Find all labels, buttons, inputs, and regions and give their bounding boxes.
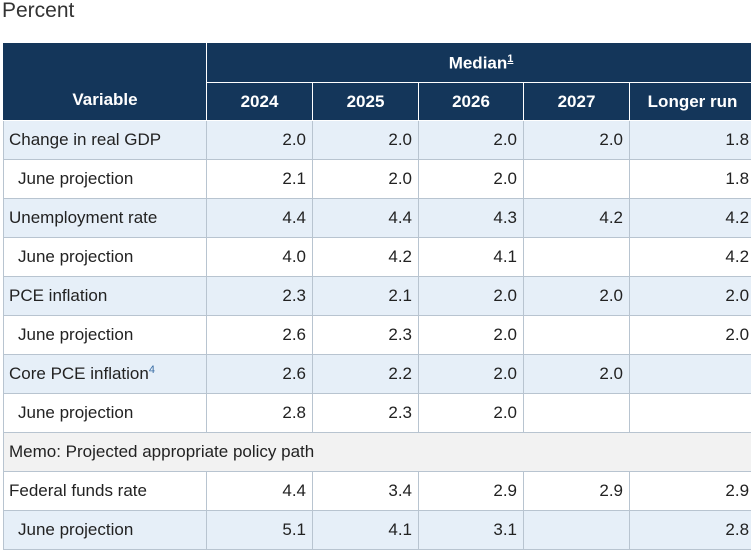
table-cell: [628, 393, 751, 433]
table-cell: 4.4: [206, 198, 313, 238]
table-row: Core PCE inflation4 2.6 2.2 2.0 2.0: [3, 354, 751, 394]
year-header: 2025: [312, 82, 419, 121]
table-cell: 3.4: [312, 471, 419, 511]
memo-label: Memo: Projected appropriate policy path: [2, 432, 751, 472]
table-cell: 4.2: [312, 237, 419, 277]
table-cell: 4.0: [206, 237, 313, 277]
row-label: June projection: [3, 393, 207, 433]
variable-header: Variable: [3, 43, 207, 121]
row-label-text: Core PCE inflation: [9, 364, 149, 383]
median-header: Median1: [205, 43, 751, 83]
table-cell: 2.1: [312, 276, 419, 316]
table-cell: 5.1: [206, 510, 313, 550]
median-footnote-link[interactable]: 1: [507, 52, 514, 65]
table-cell: 1.8: [628, 120, 751, 160]
row-label: Core PCE inflation4: [3, 354, 207, 394]
table-cell: 2.3: [312, 315, 419, 355]
projections-table: Variable Median1 2024 2025 2026 2027 Lon…: [2, 43, 751, 550]
table-cell: [523, 393, 630, 433]
table-cell: 2.0: [312, 159, 419, 199]
table-cell: 2.0: [523, 120, 630, 160]
table-cell: 4.3: [418, 198, 524, 238]
table-cell: 2.0: [312, 120, 419, 160]
table-cell: 2.1: [206, 159, 313, 199]
table-row: June projection 5.1 4.1 3.1 2.8: [3, 510, 751, 550]
table-cell: [523, 315, 630, 355]
table-cell: [628, 354, 751, 394]
footnote-link[interactable]: 4: [148, 364, 155, 376]
table-cell: [523, 237, 630, 277]
table-row: Change in real GDP 2.0 2.0 2.0 2.0 1.8: [3, 120, 751, 160]
table-cell: 3.1: [418, 510, 524, 550]
table-cell: 2.0: [206, 120, 313, 160]
table-cell: 4.2: [628, 237, 751, 277]
table-cell: 2.0: [418, 120, 524, 160]
table-cell: 2.3: [206, 276, 313, 316]
table-cell: 1.8: [628, 159, 751, 199]
table-cell: 2.0: [418, 276, 524, 316]
table-row: Federal funds rate 4.4 3.4 2.9 2.9 2.9: [3, 471, 751, 511]
table-cell: [523, 159, 630, 199]
row-label: Federal funds rate: [3, 471, 207, 511]
table-row: June projection 2.6 2.3 2.0 2.0: [3, 315, 751, 355]
memo-row: Memo: Projected appropriate policy path: [2, 432, 751, 472]
table-cell: 2.0: [418, 393, 524, 433]
table-cell: 4.2: [628, 198, 751, 238]
row-label-text: Change in real GDP: [9, 130, 162, 149]
table-cell: 4.4: [312, 198, 419, 238]
table-cell: 2.6: [206, 315, 313, 355]
table-cell: 2.0: [628, 315, 751, 355]
table-row: June projection 2.1 2.0 2.0 1.8: [3, 159, 751, 199]
table-cell: 2.9: [628, 471, 751, 511]
table-cell: 4.2: [523, 198, 630, 238]
table-cell: 2.3: [312, 393, 419, 433]
row-label: June projection: [3, 237, 207, 277]
table-row: PCE inflation 2.3 2.1 2.0 2.0 2.0: [3, 276, 751, 316]
table-cell: 2.0: [523, 354, 630, 394]
row-label-text: PCE inflation: [9, 286, 108, 305]
table-row: June projection 4.0 4.2 4.1 4.2: [3, 237, 751, 277]
longer-run-header: Longer run: [628, 82, 751, 121]
year-header: 2026: [418, 82, 524, 121]
table-cell: 2.0: [418, 354, 524, 394]
table-cell: 2.0: [628, 276, 751, 316]
table-cell: 4.1: [418, 237, 524, 277]
row-label-text: Unemployment rate: [9, 208, 158, 227]
table-row: June projection 2.8 2.3 2.0: [3, 393, 751, 433]
row-label: June projection: [3, 159, 207, 199]
table-cell: 2.0: [418, 315, 524, 355]
year-header: 2024: [206, 82, 313, 121]
row-label: PCE inflation: [3, 276, 207, 316]
table-cell: 2.6: [206, 354, 313, 394]
table-cell: 2.0: [418, 159, 524, 199]
table-cell: 2.2: [312, 354, 419, 394]
table-cell: 2.8: [628, 510, 751, 550]
table-cell: [523, 510, 630, 550]
table-cell: 2.9: [523, 471, 630, 511]
row-label: June projection: [3, 315, 207, 355]
year-header: 2027: [523, 82, 630, 121]
row-label: Unemployment rate: [3, 198, 207, 238]
table-cell: 2.0: [523, 276, 630, 316]
row-label: June projection: [3, 510, 207, 550]
table-cell: 4.4: [206, 471, 313, 511]
table-cell: 2.8: [206, 393, 313, 433]
table-row: Unemployment rate 4.4 4.4 4.3 4.2 4.2: [3, 198, 751, 238]
table-caption: Percent: [2, 0, 75, 22]
table-cell: 2.9: [418, 471, 524, 511]
table-cell: 4.1: [312, 510, 419, 550]
row-label: Change in real GDP: [3, 120, 207, 160]
median-label: Median: [448, 53, 508, 73]
